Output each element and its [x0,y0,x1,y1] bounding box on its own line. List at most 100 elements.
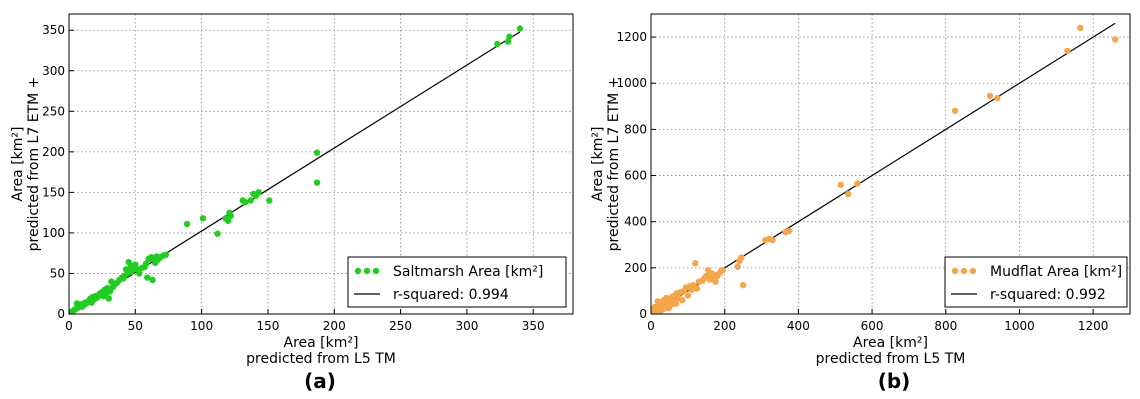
y-tick-label: 300 [42,64,65,78]
y-tick-label: 50 [50,266,65,280]
legend: Mudflat Area [km²] r-squared: 0.992 [944,256,1128,308]
y-tick-label: 1200 [616,30,647,44]
data-point [769,236,776,244]
data-point [183,220,191,228]
legend-marker [354,267,362,275]
data-point [1112,36,1119,43]
legend-label: Saltmarsh Area [km²] [393,264,543,280]
chart-panel-a: 0 50 100 150 200 250 300 350 0 50 100 150 200 250 300 3… [10,13,574,393]
data-point [162,251,170,259]
data-point [266,197,273,204]
data-point [1064,47,1071,55]
data-point [242,198,249,206]
data-point [227,212,235,220]
legend-marker [951,267,959,275]
y-tick-label: 350 [42,23,65,37]
legend-marker [960,267,968,275]
data-point [255,189,262,196]
data-point [712,278,719,285]
data-point [142,260,150,267]
x-tick-label: 0 [65,319,73,333]
data-point [785,227,793,235]
y-tick-label: 400 [624,215,647,229]
legend-label: Mudflat Area [km²] [990,264,1122,280]
x-axis-label: Area [km²] [284,335,359,351]
data-point [247,197,254,204]
data-layer [69,25,524,314]
data-point [734,263,741,270]
legend: Saltmarsh Area [km²] r-squared: 0.994 [347,256,567,308]
x-axis-label: predicted from L5 TM [816,351,966,367]
x-tick-label: 100 [190,319,213,333]
data-point [837,181,844,188]
x-tick-label: 0 [647,319,655,333]
data-point [854,180,861,187]
panel-label: (b) [878,369,911,393]
x-tick-label: 250 [389,319,412,333]
data-point [516,25,524,32]
data-point [506,33,513,40]
y-tick-label: 0 [57,307,65,321]
y-axis-label: predicted from L7 ETM + [26,77,42,252]
x-tick-label: 1200 [1078,319,1109,333]
data-point [684,292,692,299]
data-point [199,215,207,222]
x-tick-label: 50 [128,319,143,333]
panel-label: (a) [304,369,336,393]
y-axis-label: Area [km²] [590,127,606,202]
y-axis-label: Area [km²] [10,127,26,202]
data-point [132,261,139,268]
data-point [679,296,686,304]
data-point [692,260,699,267]
data-point [149,276,156,284]
data-point [672,300,680,307]
data-point [224,217,232,224]
data-point [986,92,994,100]
data-point [313,149,321,156]
x-tick-label: 300 [455,319,478,333]
data-point [214,230,221,237]
y-tick-label: 800 [624,122,647,136]
axes-frame [68,13,574,315]
legend-label: r-squared: 0.992 [990,287,1106,303]
x-tick-label: 200 [713,319,736,333]
x-tick-label: 350 [522,319,545,333]
y-tick-label: 200 [624,261,647,275]
data-point [1077,24,1084,32]
y-tick-label: 1000 [616,76,647,90]
x-axis-label: Area [km²] [853,335,928,351]
y-tick-label: 250 [42,104,65,118]
data-layer [651,22,1119,314]
legend-marker [372,267,380,275]
legend-box [944,256,1128,308]
legend-marker [969,267,977,275]
data-point [693,285,701,292]
legend-marker [363,267,371,275]
data-point [313,179,321,186]
legend-box [347,256,567,308]
y-tick-label: 200 [42,145,65,159]
x-axis-label: predicted from L5 TM [246,351,396,367]
data-point [739,281,747,289]
x-tick-label: 800 [934,319,957,333]
chart-panel-b: 0 200 400 600 800 1000 1200 0 200 400 600 800 1000 12… [590,13,1131,393]
legend-label: r-squared: 0.994 [393,287,509,303]
data-point [951,107,959,115]
x-tick-label: 600 [861,319,884,333]
x-tick-label: 200 [323,319,346,333]
y-tick-label: 150 [42,185,65,199]
y-axis-label: predicted from L7 ETM + [606,77,622,252]
data-point [136,270,143,277]
y-tick-label: 0 [639,307,647,321]
data-point [719,266,727,274]
data-point [144,274,151,281]
data-point [105,295,112,302]
x-tick-label: 400 [787,319,810,333]
y-tick-label: 600 [624,169,647,183]
regression-line [651,22,1116,314]
data-point [125,258,132,266]
x-tick-label: 150 [256,319,279,333]
x-tick-label: 1000 [1004,319,1035,333]
data-point [738,254,745,261]
